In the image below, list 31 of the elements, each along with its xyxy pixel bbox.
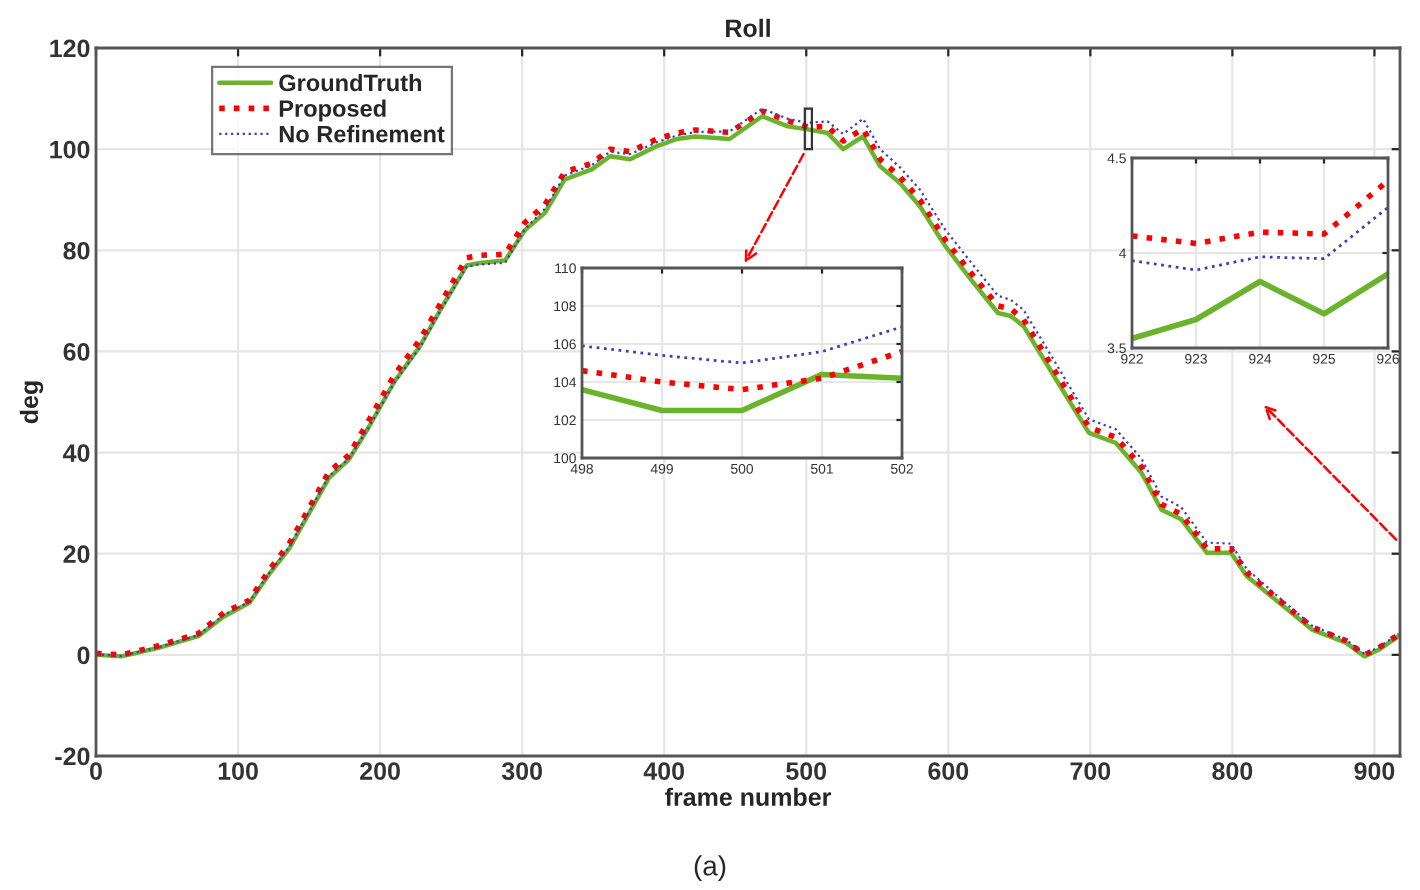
line-series [1132,178,1388,247]
legend-label: Proposed [279,99,386,122]
line-series [582,325,902,365]
x-tick-label: 700 [1070,762,1111,780]
y-tick-label: 0 [77,646,90,665]
x-tick-label: 300 [501,762,542,780]
chart-title: Roll [726,18,770,38]
legend-label: No Refinement [279,125,445,143]
y-axis-title: deg [19,381,44,424]
y-tick-label: 40 [63,444,90,462]
x-tick-label: 400 [643,762,685,780]
x-tick-label: 100 [218,762,258,780]
x-tick-label: 500 [786,762,827,780]
legend-label: GroundTruth [279,73,422,92]
y-tick-label: 100 [50,140,90,159]
line-series [1132,271,1388,342]
y-tick-label: 20 [63,545,90,564]
x-tick-label: 200 [360,762,400,780]
x-tick-label: 900 [1354,762,1395,780]
x-tick-label: 800 [1212,762,1253,780]
line-series [582,371,902,414]
line-series [1132,206,1388,272]
y-tick-label: 60 [63,343,90,361]
line-series [582,348,902,393]
text: (a) [694,855,726,882]
y-tick-label: -20 [55,747,90,766]
x-tick-label: 600 [928,762,969,780]
y-tick-label: 120 [50,39,90,58]
x-tick-label: 0 [90,762,102,780]
y-tick-label: 80 [63,241,90,260]
x-axis-title: frame number [665,787,831,806]
